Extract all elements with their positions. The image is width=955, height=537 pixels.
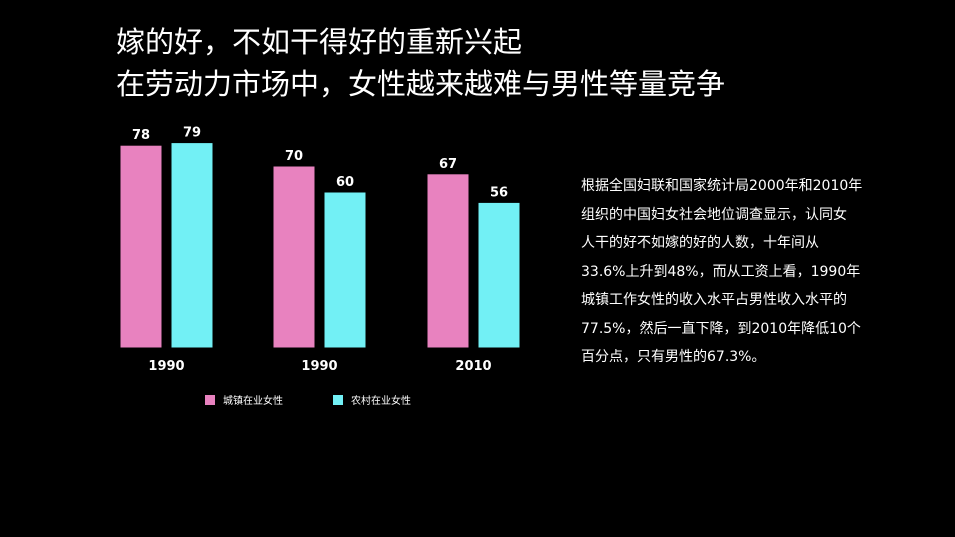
chart-legend: 城镇在业女性 农村在业女性: [205, 392, 411, 407]
page-title-line-1: 嫁的好，不如干得好的重新兴起: [116, 25, 523, 59]
description-line: 根据全国妇联和国家统计局2000年和2010年: [581, 178, 863, 194]
description-line: 33.6%上升到48%，而从工资上看，1990年: [581, 263, 861, 280]
description-line: 组织的中国妇女社会地位调查显示，认同女: [581, 206, 847, 223]
description-line: 人干的好不如嫁的好的人数，十年间从: [581, 235, 819, 251]
data-label-urban-2: 67: [439, 157, 457, 172]
description-text: 根据全国妇联和国家统计局2000年和2010年 组织的中国妇女社会地位调查显示，…: [581, 172, 901, 372]
description-line: 百分点，只有男性的67.3%。: [581, 349, 766, 365]
data-label-rural-1: 60: [336, 175, 354, 190]
bar-urban-2: [426, 173, 470, 349]
x-tick-label-0: 1990: [148, 359, 184, 374]
legend-label-rural: 农村在业女性: [351, 396, 411, 407]
bar-urban-0: [119, 144, 163, 349]
bar-rural-0: [170, 142, 214, 349]
description-line: 城镇工作女性的收入水平占男性收入水平的: [581, 292, 847, 308]
x-tick-label-2: 2010: [455, 359, 491, 374]
legend-label-urban: 城镇在业女性: [223, 396, 283, 407]
data-label-rural-2: 56: [490, 185, 508, 200]
bar-urban-1: [272, 165, 316, 349]
bar-rural-1: [323, 191, 367, 349]
legend-item-rural: 农村在业女性: [333, 392, 411, 407]
data-label-urban-1: 70: [285, 149, 303, 164]
data-label-urban-0: 78: [132, 128, 150, 143]
x-tick-label-1: 1990: [301, 359, 337, 374]
description-line: 77.5%，然后一直下降，到2010年降低10个: [581, 320, 861, 337]
bar-rural-2: [477, 201, 521, 349]
data-label-rural-0: 79: [183, 126, 201, 141]
legend-swatch-urban: [205, 394, 215, 405]
page-title-line-2: 在劳动力市场中，女性越来越难与男性等量竞争: [116, 67, 726, 101]
legend-swatch-rural: [333, 394, 343, 405]
legend-item-urban: 城镇在业女性: [205, 392, 283, 407]
